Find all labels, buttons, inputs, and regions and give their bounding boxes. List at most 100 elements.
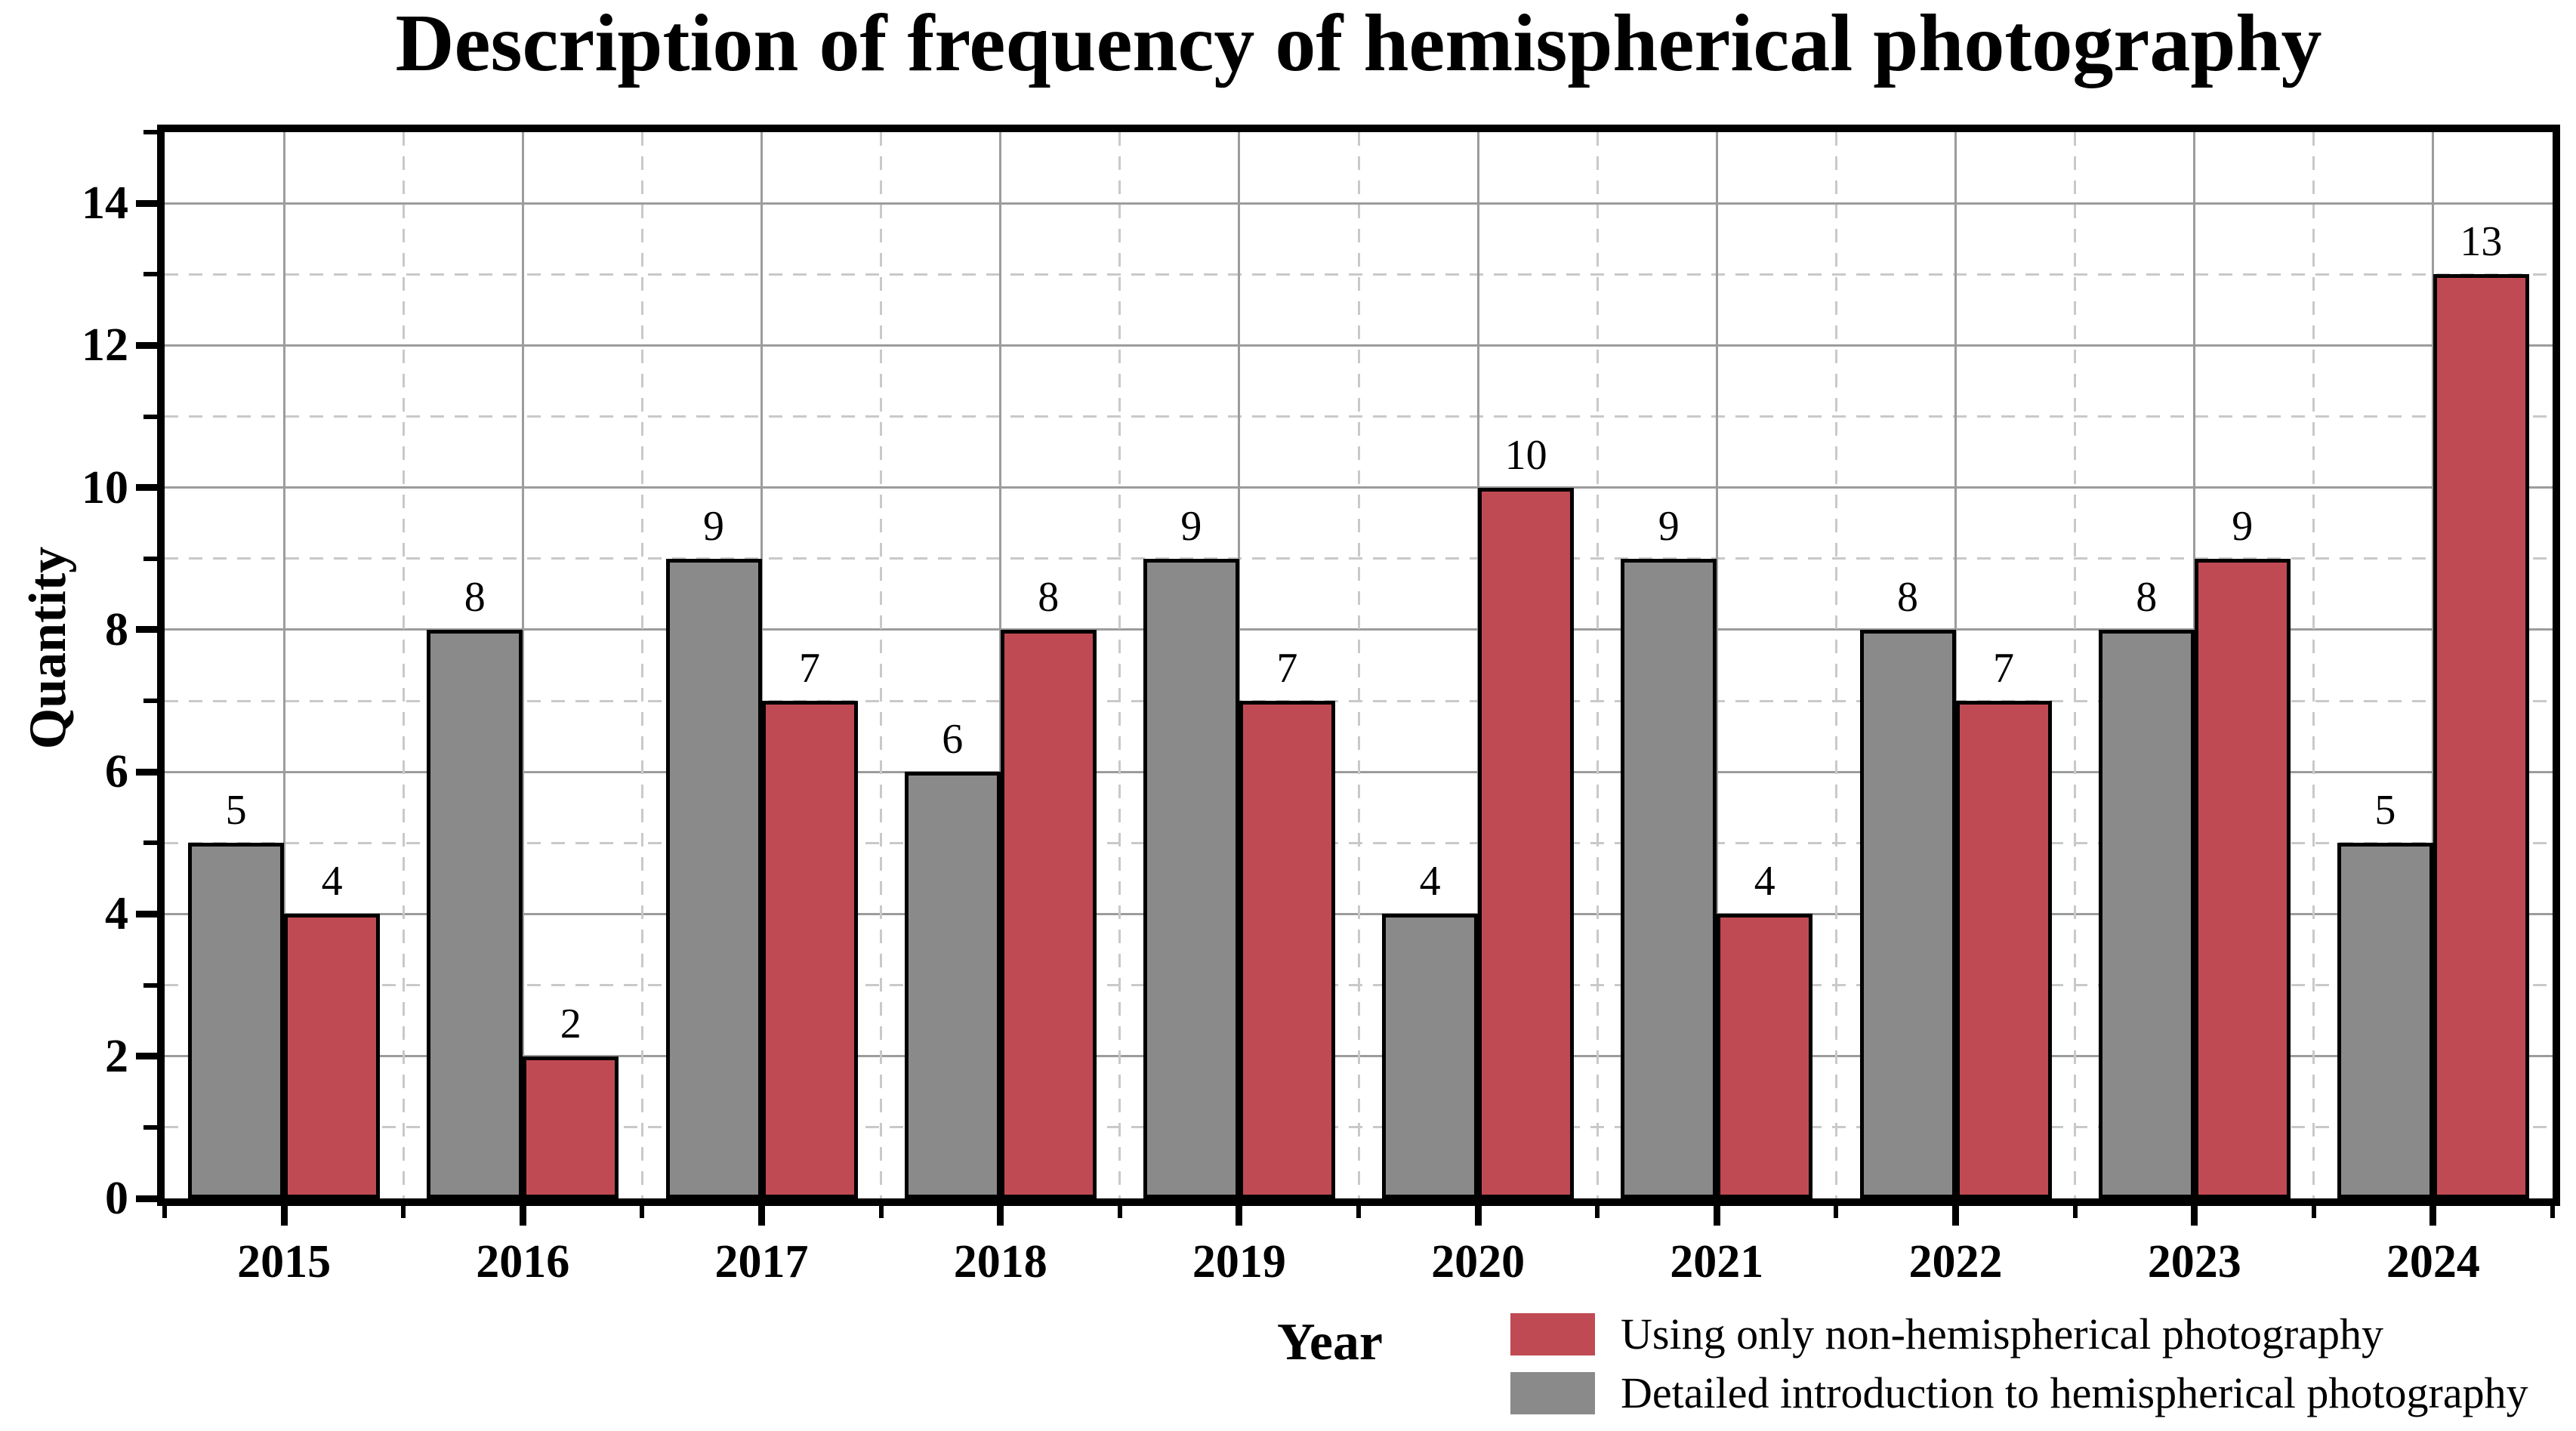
x-minor-tick-8 — [2072, 1206, 2078, 1218]
bar-2018-non-hemispherical — [1000, 629, 1097, 1198]
bar-2015-detailed-introduction — [188, 843, 285, 1198]
y-major-tick-12 — [136, 341, 157, 349]
legend-item: Using only non-hemispherical photography — [1510, 1309, 2528, 1359]
chart-title: Description of frequency of hemispherica… — [395, 0, 2322, 88]
y-major-tick-2 — [136, 1053, 157, 1060]
x-minor-tick-2 — [640, 1206, 645, 1218]
bars-layer: 5 4 8 2 9 7 6 8 9 7 4 10 9 4 8 7 8 9 5 13 — [165, 132, 2553, 1198]
bar-value-2020-detailed-introduction: 4 — [1419, 858, 1441, 905]
bar-value-2020-non-hemispherical: 10 — [1504, 431, 1547, 479]
bar-2016-detailed-introduction — [427, 629, 523, 1198]
gridline-v-minor-4 — [1118, 132, 1121, 1198]
bar-value-2017-non-hemispherical: 7 — [799, 645, 820, 692]
legend-label: Detailed introduction to hemispherical p… — [1621, 1368, 2528, 1417]
bar-2024-detailed-introduction — [2337, 843, 2433, 1198]
y-major-tick-14 — [136, 199, 157, 207]
x-minor-tick-9 — [2311, 1206, 2316, 1218]
bar-2020-detailed-introduction — [1382, 914, 1479, 1198]
gridline-v-center-2015 — [282, 132, 285, 1198]
plot-area: 5 4 8 2 9 7 6 8 9 7 4 10 9 4 8 7 8 9 5 13 — [157, 125, 2560, 1206]
bar-value-2024-detailed-introduction: 5 — [2374, 787, 2396, 834]
gridline-v-minor-2 — [640, 132, 643, 1198]
bar-value-2016-non-hemispherical: 2 — [560, 1000, 582, 1047]
x-tick-label-2021: 2021 — [1670, 1236, 1764, 1288]
y-minor-tick-5 — [143, 840, 157, 846]
y-minor-tick-9 — [143, 556, 157, 561]
y-tick-label-8: 8 — [105, 603, 128, 655]
x-minor-tick-10 — [2550, 1206, 2555, 1218]
bar-value-2021-non-hemispherical: 4 — [1754, 858, 1775, 905]
x-major-tick-2021 — [1713, 1206, 1720, 1226]
x-major-tick-2016 — [519, 1206, 526, 1226]
bar-2020-non-hemispherical — [1478, 487, 1575, 1198]
y-tick-label-12: 12 — [82, 319, 128, 372]
bar-2023-detailed-introduction — [2098, 629, 2195, 1198]
gridline-v-center-2021 — [1715, 132, 1718, 1198]
gridline-v-center-2022 — [1954, 132, 1957, 1198]
y-minor-tick-13 — [143, 272, 157, 277]
bar-value-2018-detailed-introduction: 6 — [942, 716, 964, 763]
x-major-tick-2017 — [758, 1206, 765, 1226]
bar-2019-detailed-introduction — [1143, 558, 1239, 1198]
bar-2021-detailed-introduction — [1621, 558, 1717, 1198]
y-major-tick-10 — [136, 484, 157, 492]
bar-2018-detailed-introduction — [904, 772, 1001, 1198]
legend-swatch-gray — [1510, 1372, 1595, 1414]
y-tick-label-2: 2 — [105, 1030, 128, 1082]
x-minor-tick-4 — [1117, 1206, 1122, 1218]
gridline-v-minor-7 — [1834, 132, 1837, 1198]
y-tick-label-14: 14 — [82, 177, 128, 230]
bar-value-2023-non-hemispherical: 9 — [2232, 502, 2254, 550]
x-major-tick-2015 — [280, 1206, 288, 1226]
y-minor-tick-1 — [143, 1124, 157, 1130]
x-tick-label-2017: 2017 — [714, 1236, 809, 1288]
y-minor-tick-11 — [143, 414, 157, 419]
x-tick-label-2015: 2015 — [237, 1236, 332, 1288]
y-tick-label-0: 0 — [105, 1173, 128, 1224]
bar-2016-non-hemispherical — [523, 1056, 619, 1198]
gridline-v-minor-9 — [2312, 132, 2315, 1198]
bar-2019-non-hemispherical — [1239, 701, 1335, 1198]
y-major-tick-0 — [136, 1195, 157, 1202]
x-tick-label-2016: 2016 — [476, 1236, 570, 1288]
y-tick-label-6: 6 — [105, 746, 128, 798]
y-minor-tick-15 — [143, 130, 157, 134]
gridline-v-center-2017 — [760, 132, 763, 1198]
bar-value-2018-non-hemispherical: 8 — [1038, 573, 1060, 621]
x-major-tick-2019 — [1236, 1206, 1243, 1226]
x-axis-title: Year — [1277, 1313, 1383, 1371]
x-tick-label-2020: 2020 — [1431, 1236, 1526, 1288]
y-major-tick-4 — [136, 910, 157, 918]
x-major-tick-2024 — [2429, 1206, 2437, 1226]
bar-2022-detailed-introduction — [1859, 629, 1956, 1198]
legend-label: Using only non-hemispherical photography — [1621, 1309, 2383, 1359]
bar-value-2024-non-hemispherical: 13 — [2460, 218, 2503, 266]
bar-value-2015-non-hemispherical: 4 — [321, 858, 343, 905]
gridline-v-center-2019 — [1238, 132, 1241, 1198]
bar-value-2022-detailed-introduction: 8 — [1897, 573, 1918, 621]
gridline-v-minor-6 — [1596, 132, 1599, 1198]
y-major-tick-6 — [136, 768, 157, 776]
x-minor-tick-7 — [1834, 1206, 1839, 1218]
bar-value-2017-detailed-introduction: 9 — [703, 502, 724, 550]
bar-2017-non-hemispherical — [761, 701, 858, 1198]
legend: Using only non-hemispherical photography… — [1510, 1309, 2528, 1431]
x-tick-label-2023: 2023 — [2147, 1236, 2241, 1288]
bar-value-2019-detailed-introduction: 9 — [1180, 502, 1202, 550]
bar-value-2022-non-hemispherical: 7 — [1993, 645, 2014, 692]
x-minor-tick-6 — [1595, 1206, 1600, 1218]
bar-2021-non-hemispherical — [1717, 914, 1813, 1198]
y-tick-label-10: 10 — [82, 461, 128, 513]
x-tick-label-2018: 2018 — [953, 1236, 1047, 1288]
y-major-tick-8 — [136, 626, 157, 634]
legend-swatch-red — [1510, 1313, 1595, 1355]
gridline-v-minor-1 — [402, 132, 405, 1198]
legend-item: Detailed introduction to hemispherical p… — [1510, 1368, 2528, 1417]
bar-value-2015-detailed-introduction: 5 — [225, 787, 247, 834]
bar-2017-detailed-introduction — [665, 558, 762, 1198]
x-major-tick-2020 — [1474, 1206, 1482, 1226]
gridline-v-minor-8 — [2074, 132, 2077, 1198]
y-tick-label-4: 4 — [105, 888, 128, 940]
x-minor-tick-0 — [162, 1206, 167, 1218]
